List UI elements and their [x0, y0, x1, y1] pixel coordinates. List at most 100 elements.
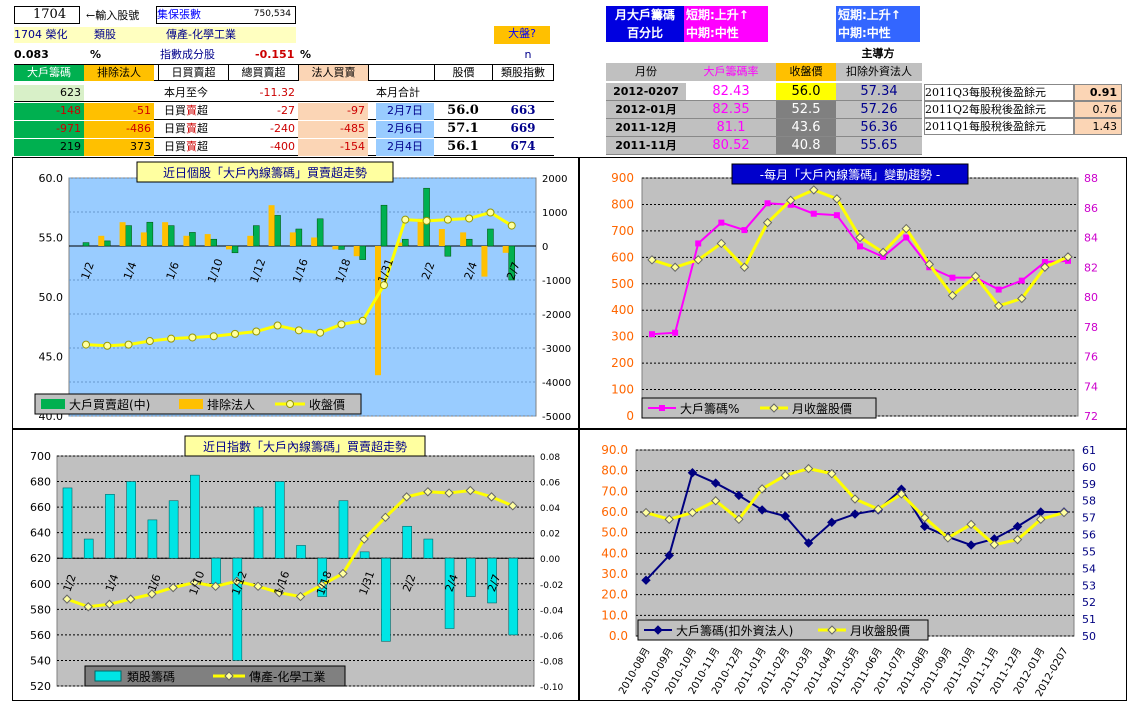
close-price-point [103, 341, 112, 350]
row-price: 57.1 [447, 121, 479, 136]
tick-label: 50 [1082, 630, 1096, 643]
big-holder-pct-point [995, 286, 1002, 293]
big-holder-pct-point [810, 210, 817, 217]
month-close-point [878, 247, 888, 258]
bar-excl-inst [268, 205, 275, 246]
mt-excl: 57.26 [836, 101, 922, 119]
tick-label: 55 [1082, 545, 1096, 558]
bar-big-holder [104, 240, 111, 247]
table-row: 219 373 日買賣超 -400 -154 2月4日 56.1 674 [14, 139, 554, 156]
month-close-point [687, 507, 698, 518]
month-close-point [693, 255, 703, 265]
bar-excl-inst [481, 246, 488, 277]
month-close-point [762, 217, 773, 228]
summary-excl [84, 85, 154, 101]
month-close-point [873, 504, 883, 514]
big-holder-pct-point [903, 234, 910, 241]
sector-index-point [401, 492, 412, 502]
big-holder-excl-point [827, 517, 837, 528]
tick-label: 540 [30, 654, 51, 667]
month-close-point [734, 514, 744, 525]
x-tick-label: 1/2 [79, 260, 97, 281]
month-close-point [1040, 262, 1050, 272]
inst-value: -97 [298, 103, 368, 120]
sector-index-point [508, 501, 518, 511]
bar-excl-inst [140, 232, 147, 246]
stock-code-input[interactable]: 1704 [14, 6, 80, 24]
header-big-holders: 大戶籌碼 [14, 65, 84, 81]
legend-box [637, 619, 929, 641]
chart-title-box [731, 163, 969, 185]
legend-swatch [41, 399, 65, 409]
legend-marker [224, 671, 234, 681]
tick-label: 54 [1082, 562, 1096, 575]
big-holder-pct-point [857, 243, 863, 250]
daily-label-part: 日買 [164, 140, 186, 153]
daily-label: 日買賣超 [164, 121, 228, 138]
chart-title: 近日指數「大戶內線籌碼」買賣超走勢 [203, 439, 407, 454]
month-close-point [832, 194, 842, 204]
big-holder-excl-point [850, 509, 860, 519]
summary-label: 本月至今 [164, 86, 208, 99]
big-holder-excl-point [734, 490, 744, 501]
big-holder-excl-point [710, 478, 721, 488]
mt-excl: 55.65 [836, 137, 922, 155]
header-price: 股價 [434, 65, 492, 81]
mt-close: 56.0 [776, 83, 836, 101]
left-table-header: 大戶籌碼 排除法人 日買賣超 總買賣超 法人買賣 股價 類股指數 [14, 64, 554, 81]
tick-label: 60.0 [39, 172, 64, 185]
mt-rate: 81.1 [686, 119, 776, 137]
bar-big-holder [338, 245, 345, 250]
close-price-point [443, 215, 452, 224]
legend-label: 傳產-化學工業 [249, 669, 325, 684]
legend-marker [286, 400, 294, 408]
close-price-point [167, 334, 176, 343]
holders-box: 集保張數 750,534 [156, 6, 296, 24]
tick-label: 200 [611, 356, 634, 370]
tick-label: 59 [1082, 478, 1096, 491]
legend-label: 大戶籌碼% [680, 402, 739, 416]
stock-daily-chart: 40.045.050.055.060.0-5000-4000-3000-2000… [34, 161, 571, 423]
monthly-excl-chart: 0.0 10.0 20.0 30.0 40.0 50.0 60.0 70.0 80.0 90.0 5… [601, 443, 1096, 699]
bar-sector-chips [211, 557, 221, 585]
chart-title-box [136, 161, 394, 183]
legend-marker [769, 403, 779, 413]
market-button[interactable]: 大盤? [494, 26, 550, 44]
pct-value: 0.083 [14, 48, 49, 61]
big-holder-pct-point [741, 227, 748, 234]
row-sector-index: 674 [510, 139, 536, 153]
big-holder-pct-point [1018, 277, 1025, 284]
close-price-point [82, 340, 90, 349]
close-price-point [209, 332, 218, 341]
tick-label: 80 [1084, 291, 1098, 304]
stock-name: 1704 榮化 [14, 28, 68, 41]
month-close-point [670, 262, 680, 272]
mid-term-badge: 中期:中性 [684, 24, 768, 42]
bar-sector-chips [487, 557, 497, 604]
bar-sector-chips [359, 551, 370, 559]
tick-label: 70.0 [601, 484, 628, 498]
tick-label: 0.08 [540, 453, 560, 463]
eps-value: 0.76 [1074, 101, 1122, 118]
tick-label: -5000 [542, 412, 571, 423]
big-holder-excl-point [919, 521, 930, 532]
plot-area [68, 177, 537, 417]
big-holder-pct-point [764, 200, 771, 207]
bar-excl-inst [460, 232, 467, 246]
bar-sector-chips [444, 557, 455, 629]
big-holder-excl-point [780, 511, 791, 521]
summary-inst [298, 85, 368, 101]
daily-label-part: 超 [197, 104, 208, 117]
tick-label: 82 [1084, 261, 1098, 274]
close-price-point [337, 320, 346, 329]
bar-excl-inst [438, 229, 445, 246]
bar-excl-inst [332, 246, 339, 250]
excl-inst-value: 373 [84, 139, 154, 156]
month-close-point [966, 519, 976, 530]
bar-excl-inst [98, 235, 105, 246]
daily-label: 日買賣超 [164, 103, 228, 120]
close-price-point [507, 221, 516, 230]
x-tick-label: 2/4 [443, 572, 461, 593]
bar-big-holder [295, 228, 303, 247]
bar-excl-inst [417, 218, 424, 246]
